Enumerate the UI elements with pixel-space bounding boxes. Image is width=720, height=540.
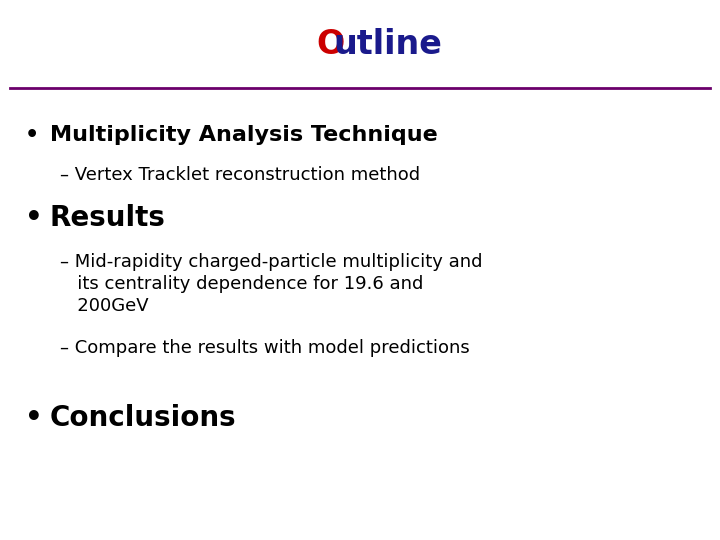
Text: •: • (25, 404, 42, 432)
Text: 200GeV: 200GeV (60, 297, 148, 315)
Text: Multiplicity Analysis Technique: Multiplicity Analysis Technique (50, 125, 438, 145)
Text: – Mid-rapidity charged-particle multiplicity and: – Mid-rapidity charged-particle multipli… (60, 253, 482, 271)
Text: its centrality dependence for 19.6 and: its centrality dependence for 19.6 and (60, 275, 423, 293)
Text: Results: Results (50, 204, 166, 232)
Text: Conclusions: Conclusions (50, 404, 237, 432)
Text: – Compare the results with model predictions: – Compare the results with model predict… (60, 339, 469, 357)
Text: •: • (25, 204, 42, 232)
Text: •: • (25, 125, 40, 145)
Text: – Vertex Tracklet reconstruction method: – Vertex Tracklet reconstruction method (60, 166, 420, 184)
Text: O: O (316, 29, 344, 62)
Text: utline: utline (333, 29, 442, 62)
